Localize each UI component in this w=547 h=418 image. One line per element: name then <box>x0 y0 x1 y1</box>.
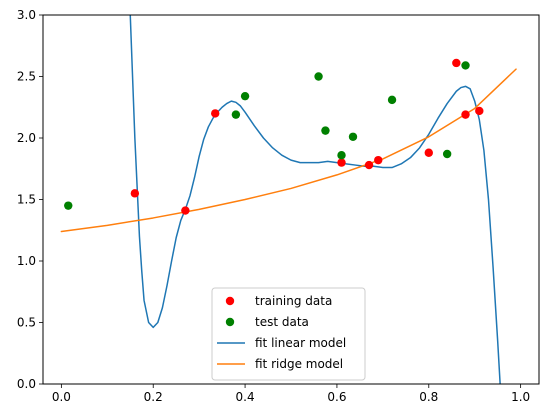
point-test-data-3 <box>314 72 323 81</box>
point-test-data-9 <box>461 61 470 70</box>
x-tick-label: 0.2 <box>144 390 163 404</box>
x-tick-label: 0.8 <box>419 390 438 404</box>
point-test-data-5 <box>337 151 346 160</box>
y-tick-label: 0.0 <box>17 377 36 391</box>
y-tick-label: 2.0 <box>17 131 36 145</box>
x-tick-label: 0.4 <box>236 390 255 404</box>
point-test-data-1 <box>231 110 241 119</box>
point-training-data-1 <box>181 206 190 215</box>
x-tick-label: 0.0 <box>52 390 71 404</box>
y-tick-label: 1.5 <box>17 193 36 207</box>
series-line-fit-linear-model <box>129 15 501 384</box>
legend-label-fit-linear-model: fit linear model <box>255 336 346 350</box>
y-tick-label: 0.5 <box>17 316 36 330</box>
point-training-data-8 <box>461 110 470 119</box>
point-test-data-4 <box>321 126 330 135</box>
y-tick-label: 3.0 <box>17 8 36 22</box>
point-test-data-2 <box>240 91 250 101</box>
legend-label-training-data: training data <box>255 294 332 308</box>
point-training-data-5 <box>374 155 383 165</box>
x-tick-label: 0.6 <box>327 390 346 404</box>
point-test-data-7 <box>387 95 397 105</box>
point-test-data-6 <box>348 132 358 141</box>
point-training-data-4 <box>364 160 374 170</box>
x-tick-label: 1.0 <box>511 390 530 404</box>
point-training-data-6 <box>424 148 433 157</box>
legend-marker-training-data <box>225 296 235 306</box>
point-training-data-3 <box>337 158 346 167</box>
legend-box <box>211 287 366 381</box>
point-training-data-7 <box>452 58 461 68</box>
y-tick-label: 1.0 <box>17 254 36 268</box>
legend-marker-test-data <box>225 317 235 327</box>
point-test-data-0 <box>64 201 73 210</box>
series-line-fit-ridge-model <box>60 68 517 233</box>
point-training-data-2 <box>211 109 220 118</box>
legend-label-fit-ridge-model: fit ridge model <box>255 357 343 371</box>
point-test-data-8 <box>442 149 452 159</box>
y-tick-label: 2.5 <box>17 70 36 84</box>
point-training-data-0 <box>130 189 140 198</box>
point-training-data-9 <box>475 106 484 116</box>
legend-label-test-data: test data <box>255 315 309 329</box>
